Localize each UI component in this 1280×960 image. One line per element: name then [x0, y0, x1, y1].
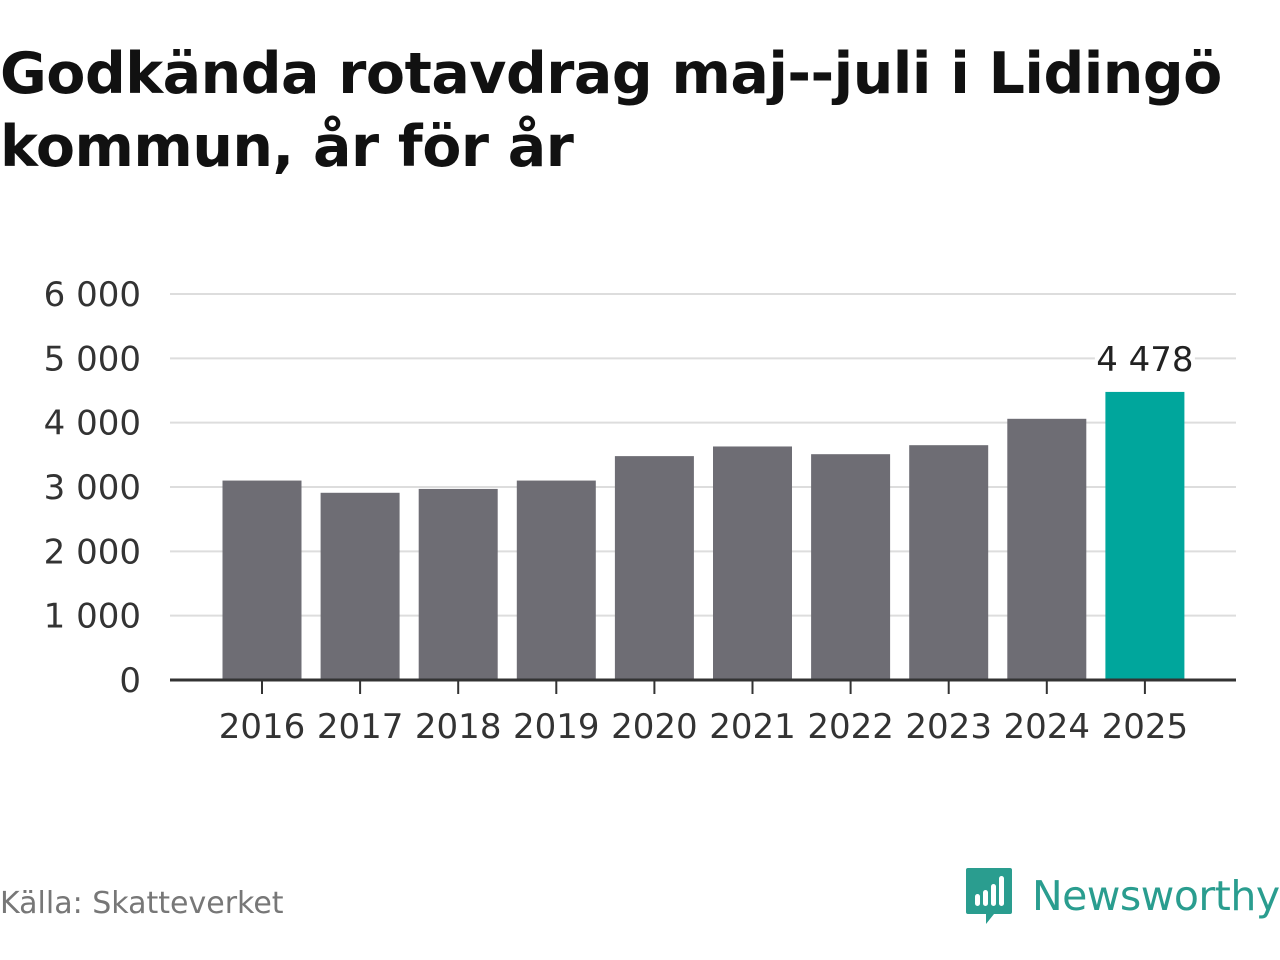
x-tick-label: 2016 — [219, 707, 306, 747]
brand-name: Newsworthy — [1032, 872, 1280, 920]
x-tick-label: 2021 — [709, 707, 796, 747]
y-tick-label: 1 000 — [44, 597, 141, 637]
x-tick-label: 2025 — [1102, 707, 1189, 747]
x-tick-label: 2022 — [807, 707, 894, 747]
bar-2025 — [1105, 391, 1185, 680]
x-tick-label: 2023 — [905, 707, 992, 747]
y-tick-label: 6 000 — [44, 275, 141, 315]
source-note: Källa: Skatteverket — [0, 886, 284, 921]
brand: Newsworthy — [964, 864, 1280, 928]
data-label-background — [1094, 341, 1195, 382]
bar-2018 — [418, 488, 498, 680]
bar-2019 — [516, 480, 596, 680]
data-labels: 4 478 — [1094, 340, 1195, 382]
bar-2017 — [320, 492, 400, 680]
x-tick-label: 2018 — [415, 707, 502, 747]
x-tick-label: 2020 — [611, 707, 698, 747]
data-label: 4 478 — [1096, 340, 1193, 380]
bar-2023 — [909, 445, 989, 680]
chart-title: Godkända rotavdrag maj--juli i Lidingö k… — [0, 41, 1222, 180]
y-tick-label: 5 000 — [44, 339, 141, 379]
newsworthy-logo-icon — [966, 868, 1012, 924]
bar-2020 — [614, 456, 694, 680]
x-tick-label: 2019 — [513, 707, 600, 747]
bars — [222, 391, 1185, 680]
y-tick-label: 4 000 — [44, 404, 141, 444]
x-tick-label: 2024 — [1004, 707, 1091, 747]
y-tick-label: 3 000 — [44, 468, 141, 508]
bar-2016 — [222, 480, 302, 680]
bar-2021 — [713, 446, 792, 680]
bar-2022 — [811, 454, 891, 680]
x-tick-label: 2017 — [317, 707, 404, 747]
y-tick-label: 2 000 — [44, 532, 141, 572]
bar-2024 — [1007, 418, 1087, 680]
x-axis-ticks: 2016 2017 2018 2019 2020 2021 2022 2023 2024 2025 — [219, 680, 1188, 747]
y-axis-tick-labels: 0 1 000 2 000 3 000 4 000 5 000 6 000 — [44, 275, 141, 701]
y-tick-label: 0 — [119, 661, 141, 701]
